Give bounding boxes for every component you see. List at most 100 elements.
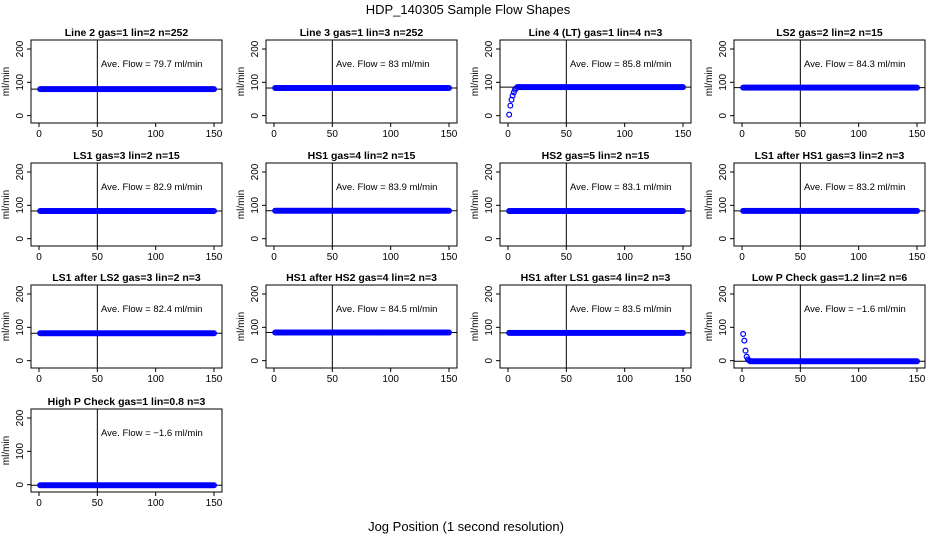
panel-title: Low P Check gas=1.2 lin=2 n=6 bbox=[752, 272, 907, 284]
y-tick-label: 0 bbox=[718, 235, 729, 241]
y-tick-label: 0 bbox=[15, 481, 26, 487]
y-tick-label: 200 bbox=[718, 285, 729, 302]
y-tick-label: 100 bbox=[15, 74, 26, 91]
average-flow-annotation: Ave. Flow = −1.6 ml/min bbox=[804, 304, 906, 315]
panel-10: HS1 after HS2 gas=4 lin=2 n=3 0 100 200ml/m… bbox=[236, 272, 458, 385]
y-tick-label: 0 bbox=[250, 112, 261, 118]
y-tick-label: 0 bbox=[484, 357, 495, 363]
data-point bbox=[742, 347, 749, 354]
panel-title: High P Check gas=1 lin=0.8 n=3 bbox=[48, 396, 206, 408]
plot-frame bbox=[733, 162, 926, 247]
x-tick-label: 150 bbox=[441, 374, 458, 385]
x-tick-label: 100 bbox=[850, 252, 867, 263]
average-flow-annotation: Ave. Flow = 83.5 ml/min bbox=[570, 304, 671, 315]
y-tick-label: 0 bbox=[250, 235, 261, 241]
data-point bbox=[913, 84, 920, 91]
x-tick-label: 50 bbox=[92, 129, 104, 140]
x-tick-label: 0 bbox=[271, 252, 277, 263]
x-tick-label: 100 bbox=[382, 129, 399, 140]
x-tick-label: 150 bbox=[441, 252, 458, 263]
plot-frame bbox=[733, 39, 926, 124]
x-tick-label: 0 bbox=[36, 498, 42, 509]
x-tick-label: 100 bbox=[147, 498, 164, 509]
x-axis-label: Jog Position (1 second resolution) bbox=[368, 519, 564, 534]
x-tick-label: 100 bbox=[616, 374, 633, 385]
y-tick-label: 100 bbox=[15, 197, 26, 214]
y-tick-label: 100 bbox=[250, 319, 261, 336]
x-tick-label: 0 bbox=[36, 129, 42, 140]
panel-title: HS1 after LS1 gas=4 lin=2 n=3 bbox=[521, 272, 671, 284]
y-tick-label: 0 bbox=[15, 357, 26, 363]
y-tick-label: 0 bbox=[718, 357, 729, 363]
x-tick-label: 0 bbox=[739, 252, 745, 263]
panel-12: Low P Check gas=1.2 lin=2 n=6 0 100 200ml/m… bbox=[704, 272, 926, 385]
data-point bbox=[509, 92, 516, 99]
y-tick-label: 100 bbox=[718, 74, 729, 91]
panel-title: Line 3 gas=1 lin=3 n=252 bbox=[300, 27, 424, 39]
average-flow-annotation: Ave. Flow = 85.8 ml/min bbox=[570, 59, 671, 70]
panel-title: LS2 gas=2 lin=2 n=15 bbox=[776, 27, 883, 39]
y-tick-label: 200 bbox=[15, 163, 26, 180]
x-tick-label: 150 bbox=[206, 374, 223, 385]
data-point bbox=[506, 111, 513, 118]
x-tick-label: 50 bbox=[795, 374, 807, 385]
y-tick-label: 200 bbox=[718, 163, 729, 180]
x-tick-label: 50 bbox=[795, 129, 807, 140]
x-tick-label: 100 bbox=[147, 252, 164, 263]
x-tick-label: 150 bbox=[909, 374, 926, 385]
y-axis-label: ml/min bbox=[470, 190, 481, 219]
y-tick-label: 100 bbox=[250, 197, 261, 214]
plot-frame bbox=[30, 162, 223, 247]
panel-9: LS1 after LS2 gas=3 lin=2 n=3 0 100 200ml/m… bbox=[1, 272, 223, 385]
plot-frame bbox=[30, 284, 223, 369]
average-flow-annotation: Ave. Flow = 83 ml/min bbox=[336, 59, 430, 70]
y-tick-label: 0 bbox=[15, 235, 26, 241]
y-tick-label: 0 bbox=[718, 112, 729, 118]
panel-title: Line 4 (LT) gas=1 lin=4 n=3 bbox=[529, 27, 663, 39]
x-tick-label: 100 bbox=[616, 252, 633, 263]
data-point bbox=[211, 482, 218, 489]
panel-8: LS1 after HS1 gas=3 lin=2 n=3 0 100 200ml/m… bbox=[704, 150, 926, 263]
x-tick-label: 50 bbox=[92, 252, 104, 263]
plot-frame bbox=[499, 39, 692, 124]
y-tick-label: 200 bbox=[250, 40, 261, 57]
data-point bbox=[211, 208, 218, 215]
panel-title: LS1 after HS1 gas=3 lin=2 n=3 bbox=[755, 150, 905, 162]
data-point bbox=[507, 102, 514, 109]
data-point bbox=[679, 207, 686, 214]
x-tick-label: 100 bbox=[147, 129, 164, 140]
x-tick-label: 50 bbox=[795, 252, 807, 263]
x-tick-label: 50 bbox=[92, 374, 104, 385]
y-tick-label: 100 bbox=[250, 74, 261, 91]
y-tick-label: 100 bbox=[718, 197, 729, 214]
x-tick-label: 150 bbox=[675, 252, 692, 263]
x-tick-label: 100 bbox=[147, 374, 164, 385]
panel-title: HS2 gas=5 lin=2 n=15 bbox=[542, 150, 650, 162]
x-tick-label: 150 bbox=[206, 498, 223, 509]
panel-title: LS1 gas=3 lin=2 n=15 bbox=[73, 150, 180, 162]
data-point bbox=[913, 207, 920, 214]
panel-title: Line 2 gas=1 lin=2 n=252 bbox=[65, 27, 189, 39]
x-tick-label: 150 bbox=[206, 252, 223, 263]
average-flow-annotation: Ave. Flow = 84.3 ml/min bbox=[804, 59, 905, 70]
panel-title: HS1 gas=4 lin=2 n=15 bbox=[308, 150, 416, 162]
y-tick-label: 200 bbox=[484, 163, 495, 180]
panel-title: HS1 after HS2 gas=4 lin=2 n=3 bbox=[286, 272, 437, 284]
y-tick-label: 200 bbox=[15, 40, 26, 57]
x-tick-label: 100 bbox=[616, 129, 633, 140]
panel-13: High P Check gas=1 lin=0.8 n=3 0 100 200ml/… bbox=[1, 396, 223, 509]
x-tick-label: 150 bbox=[909, 252, 926, 263]
y-tick-label: 100 bbox=[484, 319, 495, 336]
plot-frame bbox=[265, 39, 458, 124]
x-tick-label: 100 bbox=[382, 252, 399, 263]
data-point bbox=[211, 86, 218, 93]
data-point bbox=[741, 337, 748, 344]
y-tick-label: 100 bbox=[15, 319, 26, 336]
x-tick-label: 0 bbox=[505, 129, 511, 140]
